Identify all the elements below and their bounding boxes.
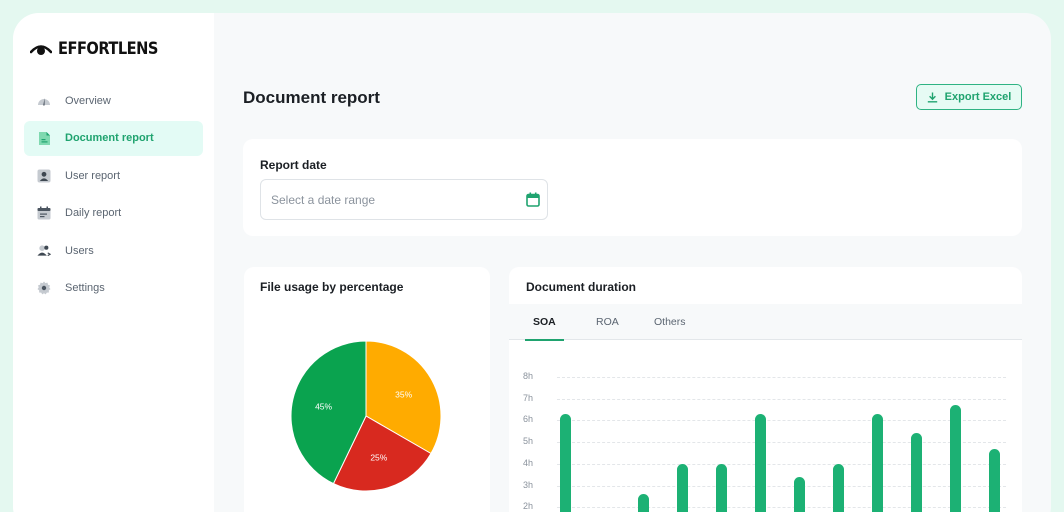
file-usage-pie-chart: 35% 25% 45% [290,340,442,492]
gridline [557,485,1006,487]
y-axis-tick: 3h [523,479,534,490]
tab-label: Others [654,316,686,328]
gear-icon [37,281,51,295]
duration-bar[interactable] [911,433,922,512]
tab-others[interactable]: Others [654,304,686,340]
gauge-icon [37,94,51,108]
pie-slice [290,340,367,485]
sidebar-item-label: User report [65,169,121,182]
pie-slice [365,340,442,455]
calendar-icon [37,206,51,220]
date-range-input[interactable]: Select a date range [260,179,548,220]
gridline [557,377,1006,378]
gridline [557,463,1006,465]
gridline [557,420,1006,422]
sidebar-item-daily-report[interactable]: Daily report [24,196,203,231]
sidebar-item-users[interactable]: Users [24,233,203,268]
sidebar-item-overview[interactable]: Overview [24,83,203,118]
y-axis-tick: 2h [523,501,534,512]
tab-soa[interactable]: SOA [525,304,564,341]
document-icon [37,131,51,145]
app-window: EFFORTLENS Overview Document report User… [13,13,1051,512]
pie-label: 25% [370,453,387,463]
tab-roa[interactable]: ROA [596,304,619,340]
sidebar-nav: Overview Document report User report Dai… [24,83,203,308]
y-axis-tick: 5h [523,436,534,447]
duration-bar[interactable] [833,463,844,512]
duration-bar[interactable] [560,413,571,512]
duration-bar[interactable] [716,463,727,512]
sidebar-item-settings[interactable]: Settings [24,271,203,306]
duration-bar[interactable] [755,413,766,512]
y-axis-tick: 4h [523,457,534,468]
pie-label: 35% [395,389,412,399]
y-axis-tick: 7h [523,392,534,403]
sidebar-item-document-report[interactable]: Document report [24,120,203,156]
eye-logo-icon [30,45,52,55]
download-icon [927,92,937,102]
users-icon [37,244,51,258]
file-usage-card: File usage by percentage 35% 25% 45% [244,267,490,512]
sidebar-item-label: Overview [65,94,111,107]
sidebar-item-label: Users [65,244,94,257]
file-usage-title: File usage by percentage [260,280,404,294]
sidebar-item-label: Daily report [65,207,122,219]
document-duration-title: Document duration [526,280,636,294]
tab-label: SOA [533,316,556,328]
user-card-icon [37,169,51,183]
duration-bar[interactable] [872,413,883,512]
duration-bar[interactable] [638,494,649,512]
export-excel-button[interactable]: Export Excel [916,84,1022,110]
y-axis-tick: 8h [523,371,534,381]
tab-label: ROA [596,316,619,328]
gridline [557,442,1006,444]
sidebar-item-user-report[interactable]: User report [24,158,203,193]
duration-bar[interactable] [989,448,1000,512]
logo-text: EFFORTLENS [58,39,158,59]
sidebar: EFFORTLENS Overview Document report User… [13,13,214,512]
export-excel-label: Export Excel [944,91,1012,103]
document-duration-card: Document duration SOA ROA Others 8h 7h 6h 5… [509,267,1022,512]
gridline [557,398,1006,400]
y-axis-tick: 6h [523,414,534,425]
duration-tabs: SOA ROA Others [509,304,1022,341]
pie-slice [332,415,432,492]
duration-bar[interactable] [794,476,805,512]
logo: EFFORTLENS [30,39,174,59]
gridline [557,507,1006,509]
page-title: Document report [243,88,380,107]
report-date-card: Report date Select a date range [243,139,1022,236]
sidebar-item-label: Settings [65,282,105,294]
pie-label: 45% [315,401,332,411]
duration-bar[interactable] [950,405,961,512]
calendar-picker-icon[interactable] [526,192,540,207]
report-date-label: Report date [260,158,327,172]
main-content: Document report Export Excel Report date… [214,13,1051,512]
duration-bar[interactable] [677,463,688,512]
document-duration-bar-chart: 8h 7h 6h 5h 4h 3h 2h [509,341,1022,512]
sidebar-item-label: Document report [65,132,154,144]
date-range-placeholder: Select a date range [271,192,376,207]
